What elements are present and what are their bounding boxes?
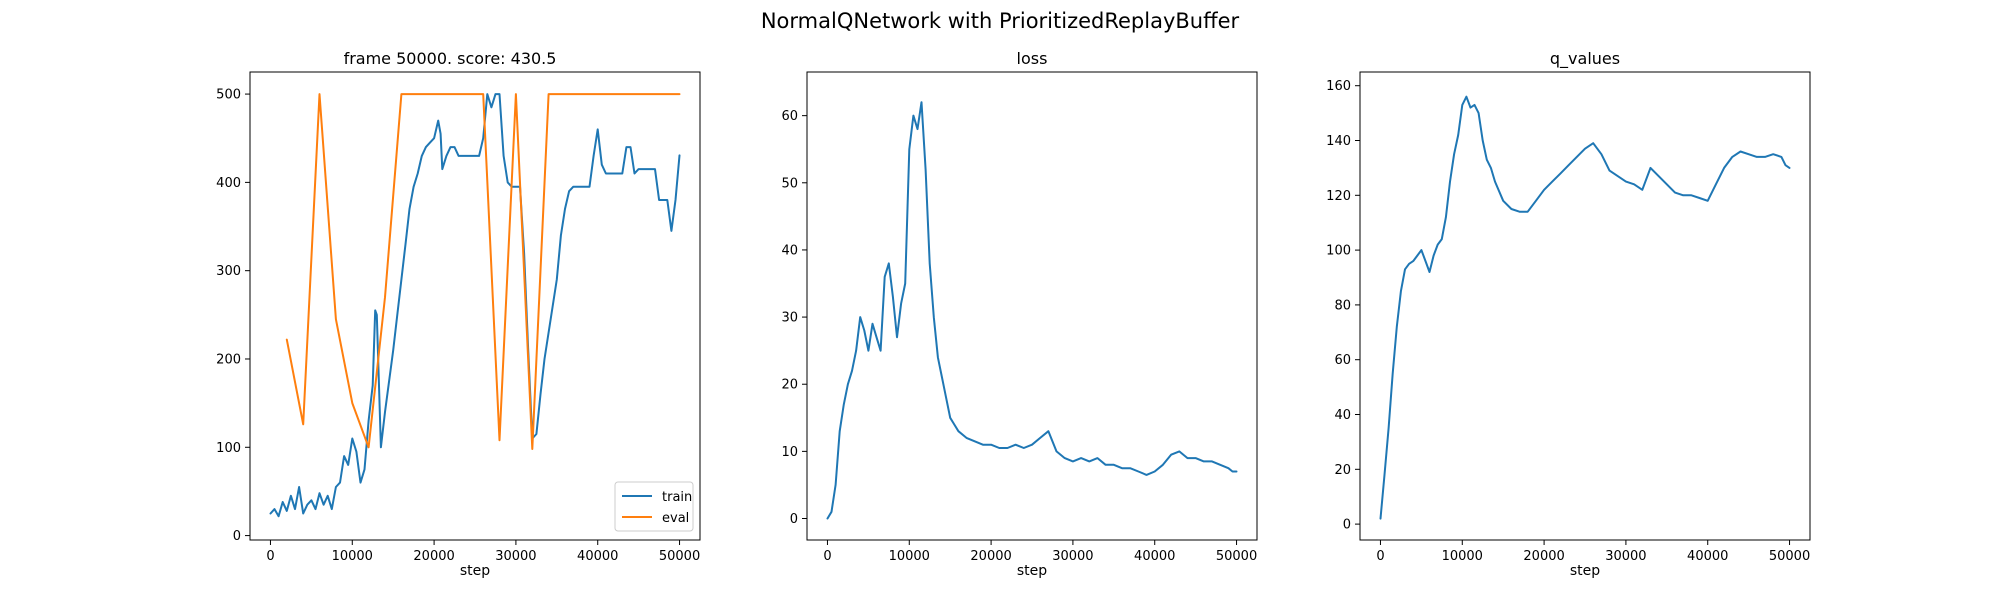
loss-panel-title: loss xyxy=(1017,49,1048,68)
score-panel-frame xyxy=(249,71,701,541)
score-panel: frame 50000. score: 430.5 0 10000 20000 300… xyxy=(216,49,701,579)
q-values-xtick-label: 20000 xyxy=(1523,549,1564,564)
score-ytick-label: 500 xyxy=(216,88,241,103)
q-values-xtick-label: 40000 xyxy=(1687,549,1728,564)
score-ytick-label: 200 xyxy=(216,352,241,367)
q-values-panel-frame xyxy=(1359,71,1811,541)
q-values-ytick-label: 20 xyxy=(1334,463,1351,478)
q-values-panel: q_values 0 10000 20000 30000 40000 50000 0 20 4… xyxy=(1326,49,1811,579)
loss-ytick-label: 60 xyxy=(781,109,798,124)
score-panel-title: frame 50000. score: 430.5 xyxy=(344,49,557,68)
loss-ytick-label: 0 xyxy=(790,512,798,527)
q-values-xtick-label: 0 xyxy=(1376,549,1384,564)
score-ytick-label: 400 xyxy=(216,176,241,191)
score-xtick-label: 50000 xyxy=(659,549,700,564)
score-train-line xyxy=(269,93,681,518)
score-xtick-label: 20000 xyxy=(413,549,454,564)
loss-ytick-label: 40 xyxy=(781,243,798,258)
loss-xtick-label: 30000 xyxy=(1052,549,1093,564)
loss-ytick-label: 50 xyxy=(781,176,798,191)
q-values-ytick-label: 120 xyxy=(1326,189,1351,204)
figure-title: NormalQNetwork with PrioritizedReplayBuf… xyxy=(761,9,1240,33)
score-xtick-label: 0 xyxy=(266,549,274,564)
q-values-xtick-label: 30000 xyxy=(1605,549,1646,564)
score-xtick-label: 30000 xyxy=(495,549,536,564)
q-values-xtick-label: 10000 xyxy=(1442,549,1483,564)
score-ytick-label: 0 xyxy=(233,529,241,544)
loss-panel-frame xyxy=(806,71,1258,541)
loss-ytick-label: 30 xyxy=(781,311,798,326)
score-xtick-label: 10000 xyxy=(332,549,373,564)
q-values-ytick-label: 80 xyxy=(1334,298,1351,313)
loss-xtick-label: 0 xyxy=(823,549,831,564)
score-xtick-label: 40000 xyxy=(577,549,618,564)
loss-xtick-label: 50000 xyxy=(1216,549,1257,564)
q-values-ytick-label: 140 xyxy=(1326,134,1351,149)
score-eval-line xyxy=(285,93,681,450)
legend-train-label: train xyxy=(662,490,692,505)
loss-panel-xlabel: step xyxy=(1017,563,1047,579)
loss-ytick-label: 20 xyxy=(781,378,798,393)
q-values-panel-xlabel: step xyxy=(1570,563,1600,579)
q-values-xtick-label: 50000 xyxy=(1769,549,1810,564)
q-values-series-line xyxy=(1379,95,1791,520)
loss-ytick-label: 10 xyxy=(781,445,798,460)
q-values-ytick-label: 60 xyxy=(1334,353,1351,368)
legend-eval-label: eval xyxy=(662,511,689,526)
legend-box xyxy=(614,481,694,532)
loss-xtick-label: 40000 xyxy=(1134,549,1175,564)
q-values-ytick-label: 0 xyxy=(1343,518,1351,533)
q-values-ytick-label: 100 xyxy=(1326,244,1351,259)
q-values-ytick-label: 160 xyxy=(1326,79,1351,94)
q-values-panel-title: q_values xyxy=(1550,49,1620,69)
loss-panel: loss 0 10000 20000 30000 40000 50000 0 10 20 30 4… xyxy=(781,49,1258,579)
loss-xtick-label: 10000 xyxy=(889,549,930,564)
q-values-ytick-label: 40 xyxy=(1334,408,1351,423)
legend: train eval xyxy=(614,481,694,532)
loss-xtick-label: 20000 xyxy=(970,549,1011,564)
score-ytick-label: 100 xyxy=(216,441,241,456)
score-panel-xlabel: step xyxy=(460,563,490,579)
loss-series-line xyxy=(826,101,1238,520)
score-ytick-label: 300 xyxy=(216,264,241,279)
